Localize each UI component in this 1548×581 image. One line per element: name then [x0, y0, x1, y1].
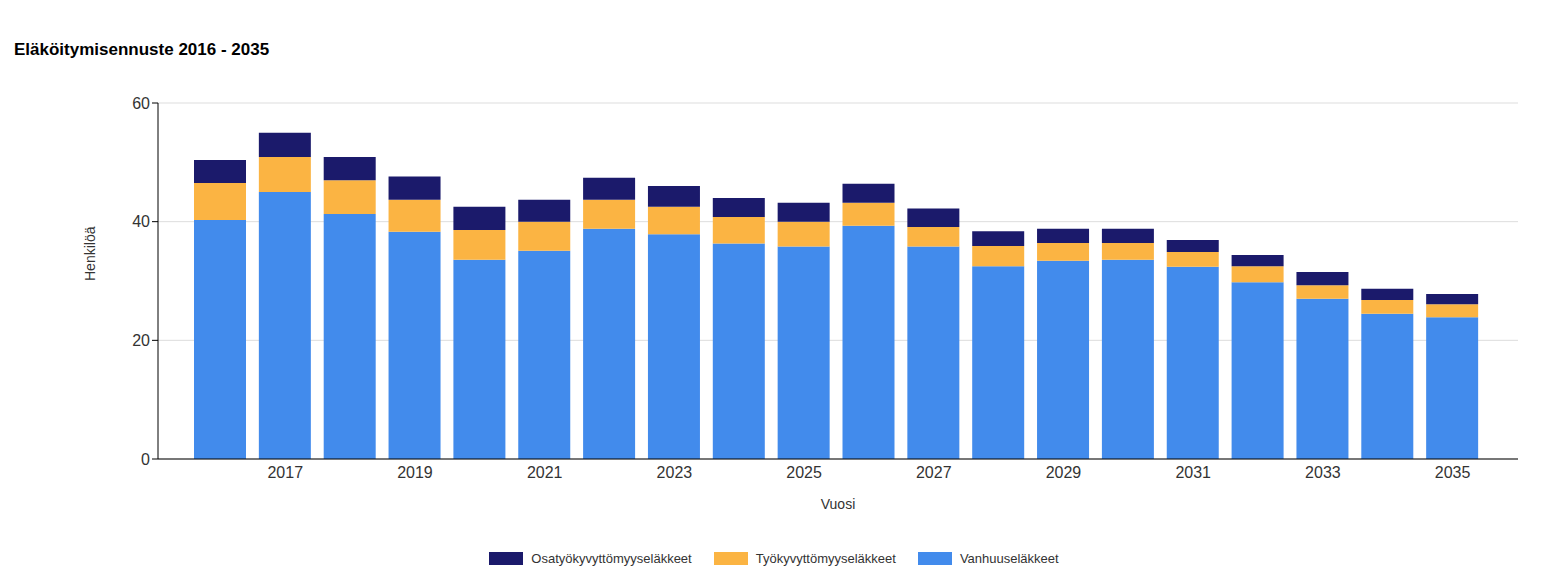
svg-text:0: 0	[141, 451, 150, 468]
html-text:Työkyvyttömyyseläkkeet: Työkyvyttömyyseläkkeet	[755, 551, 896, 566]
svg-text:2031: 2031	[1175, 464, 1211, 481]
svg-text:Henkilöä: Henkilöä	[82, 226, 98, 281]
svg-text:2021: 2021	[527, 464, 563, 481]
svg-text:Vuosi: Vuosi	[821, 496, 856, 512]
svg-text:2033: 2033	[1305, 464, 1341, 481]
svg-text:2019: 2019	[397, 464, 433, 481]
svg-text:2035: 2035	[1435, 464, 1471, 481]
svg-text:2029: 2029	[1046, 464, 1082, 481]
svg-text:2027: 2027	[916, 464, 952, 481]
html-text:Vanhuuseläkkeet: Vanhuuseläkkeet	[959, 551, 1059, 566]
svg-text:60: 60	[132, 95, 150, 112]
svg-text:2017: 2017	[267, 464, 303, 481]
svg-text:2025: 2025	[786, 464, 822, 481]
svg-text:20: 20	[132, 332, 150, 349]
svg-text:2023: 2023	[657, 464, 693, 481]
html-text:Osatyökyvyttömyyseläkkeet: Osatyökyvyttömyyseläkkeet	[531, 551, 692, 566]
svg-text:40: 40	[132, 213, 150, 230]
html-text:Eläköitymisennuste 2016 - 2035: Eläköitymisennuste 2016 - 2035	[14, 40, 270, 59]
